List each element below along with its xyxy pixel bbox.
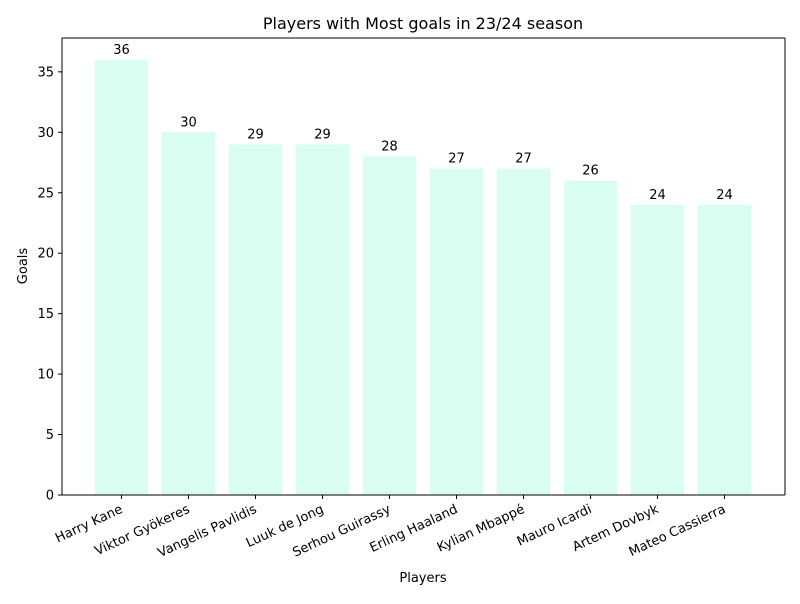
x-axis-label: Players — [399, 571, 446, 586]
bar-value-label: 29 — [314, 127, 331, 142]
y-tick-label: 5 — [46, 428, 54, 443]
y-tick-label: 35 — [37, 65, 54, 80]
axes-layer — [61, 37, 786, 496]
bar — [563, 180, 618, 495]
bars-layer — [94, 59, 752, 496]
bar-value-label: 29 — [247, 127, 264, 142]
bar-value-label: 28 — [381, 139, 398, 154]
y-axis-label: Goals — [16, 248, 31, 285]
bar — [228, 144, 283, 495]
bar — [697, 204, 752, 496]
bar-value-label: 27 — [515, 152, 532, 167]
y-ticks: 0 5 10 15 20 25 30 35 — [37, 65, 62, 504]
chart-title: Players with Most goals in 23/24 season — [263, 14, 583, 33]
bar — [362, 156, 417, 495]
bar-value-label: 30 — [180, 115, 197, 130]
bar — [295, 144, 350, 495]
data-labels: 36 30 29 29 28 27 27 26 24 24 — [113, 43, 733, 203]
bar — [161, 132, 216, 496]
y-tick-label: 10 — [37, 368, 54, 383]
bar — [496, 168, 551, 496]
y-tick-label: 15 — [37, 307, 54, 322]
bar — [429, 168, 484, 496]
y-tick-label: 20 — [37, 247, 54, 262]
bar-value-label: 24 — [649, 188, 666, 203]
bar-value-label: 24 — [716, 188, 733, 203]
y-tick-label: 0 — [46, 489, 54, 504]
bar-value-label: 26 — [582, 164, 599, 179]
bar-value-label: 27 — [448, 152, 465, 167]
y-tick-label: 30 — [37, 126, 54, 141]
bar-value-label: 36 — [113, 43, 130, 58]
bar — [94, 59, 149, 496]
bar — [630, 204, 685, 496]
y-tick-label: 25 — [37, 186, 54, 201]
